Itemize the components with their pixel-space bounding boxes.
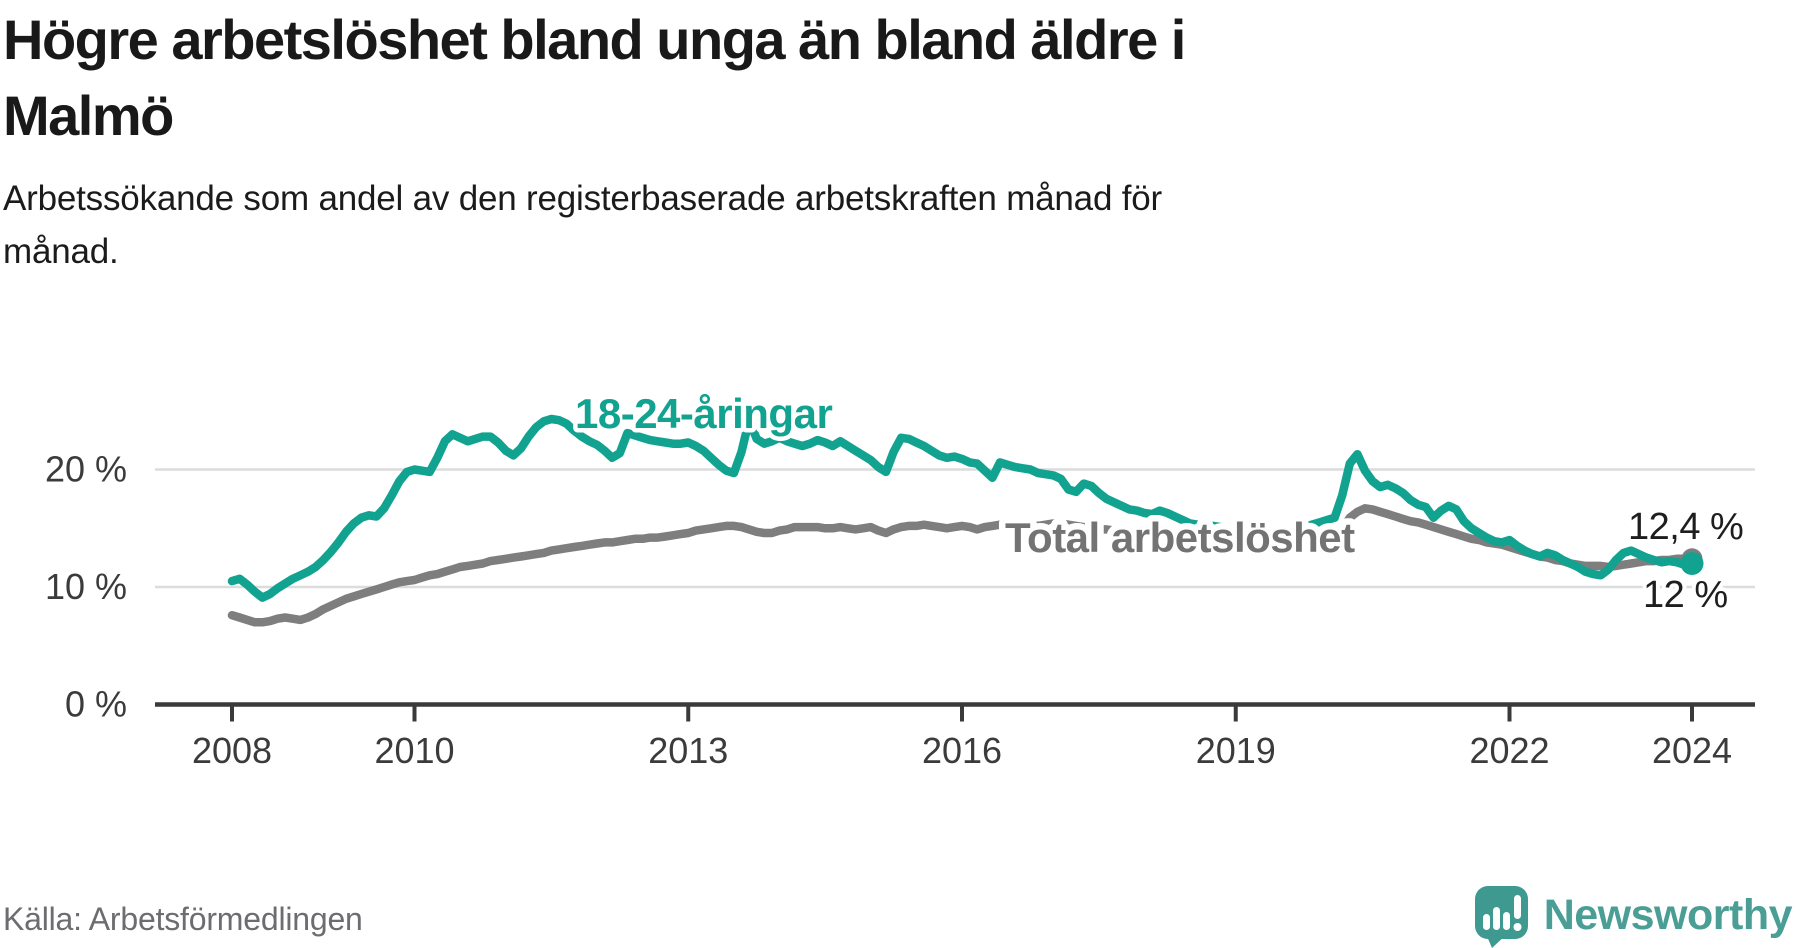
y-axis-label-10: 10 % bbox=[45, 566, 127, 607]
page-subtitle: Arbetssökande som andel av den registerb… bbox=[3, 179, 1162, 271]
series-line-total bbox=[227, 504, 1697, 627]
x-axis-label-2022: 2022 bbox=[1469, 730, 1549, 771]
series-line-youth bbox=[227, 414, 1697, 602]
brand-logo: Newsworthy bbox=[1473, 884, 1793, 948]
x-axis-label-2010: 2010 bbox=[374, 730, 454, 771]
end-value-label-youth: 12 % bbox=[1643, 574, 1728, 616]
brand-name: Newsworthy bbox=[1543, 891, 1793, 939]
axis-group: 0 % 10 % 20 % 2008 2010 2013 2016 2019 2022 2024 bbox=[45, 449, 1755, 771]
y-axis-label-20: 20 % bbox=[45, 449, 127, 490]
x-axis-label-2024: 2024 bbox=[1652, 730, 1732, 771]
x-axis-label-2019: 2019 bbox=[1196, 730, 1276, 771]
series-label-total: Total arbetslöshet bbox=[1005, 514, 1355, 561]
series-group bbox=[227, 414, 1704, 627]
source-note: Källa: Arbetsförmedlingen bbox=[3, 901, 363, 937]
x-axis-label-2013: 2013 bbox=[648, 730, 728, 771]
end-dot-youth bbox=[1680, 552, 1704, 575]
newsworthy-icon bbox=[1474, 886, 1528, 948]
x-axis-label-2008: 2008 bbox=[192, 730, 272, 771]
y-axis-label-0: 0 % bbox=[65, 684, 127, 725]
series-label-youth: 18-24-åringar bbox=[575, 390, 832, 437]
page-title: Högre arbetslöshet bland unga än bland ä… bbox=[3, 8, 1186, 147]
end-value-label-total: 12,4 % bbox=[1628, 506, 1743, 548]
x-axis-label-2016: 2016 bbox=[922, 730, 1002, 771]
